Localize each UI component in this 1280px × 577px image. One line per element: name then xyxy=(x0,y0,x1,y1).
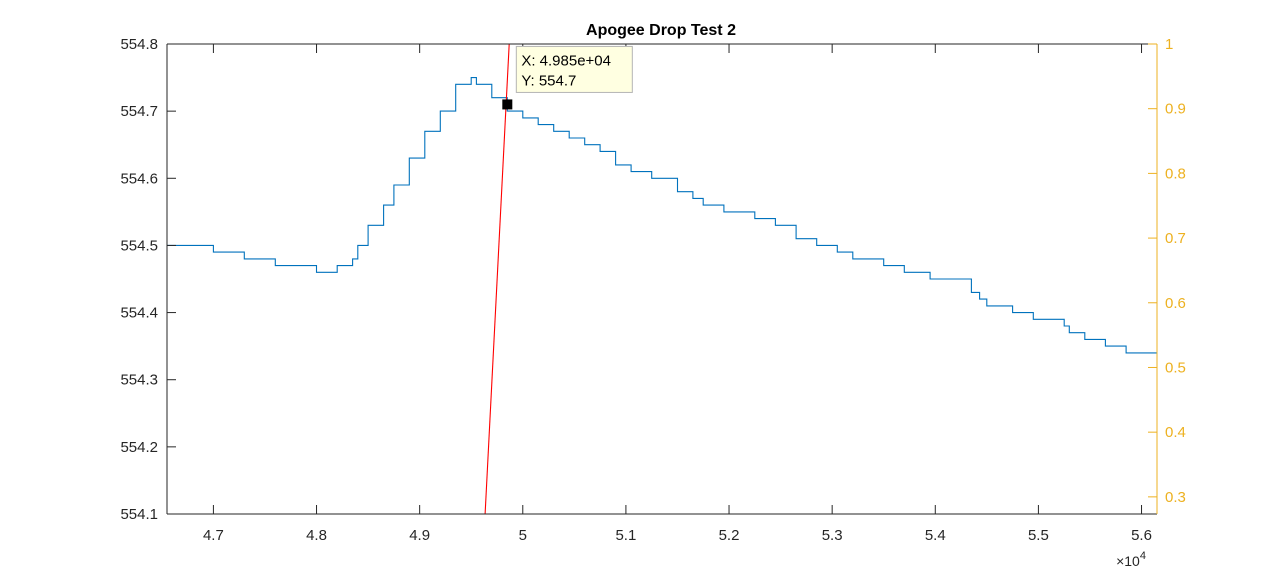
y-left-tick-label: 554.5 xyxy=(120,237,158,254)
datatip-x-label: X: 4.985e+04 xyxy=(521,52,611,69)
y-right-tick-label: 0.9 xyxy=(1165,101,1186,118)
x-exponent-base: ×10 xyxy=(1116,553,1140,569)
y-right-tick-label: 0.4 xyxy=(1165,424,1186,441)
datatip-box xyxy=(515,45,633,93)
y-left-tick-label: 554.1 xyxy=(120,506,158,523)
y-left-tick-label: 554.4 xyxy=(120,305,158,322)
x-tick-label: 4.8 xyxy=(306,527,327,544)
y-left-tick-label: 554.7 xyxy=(120,103,158,120)
x-exponent-power: 4 xyxy=(1140,550,1146,562)
x-tick-label: 4.9 xyxy=(409,527,430,544)
y-left-tick-label: 554.8 xyxy=(120,36,158,53)
x-tick-label: 5.2 xyxy=(719,527,740,544)
y-right-tick-label: 0.5 xyxy=(1165,359,1186,376)
y-left-tick-label: 554.6 xyxy=(120,170,158,187)
axes-layer xyxy=(166,43,1158,515)
datatip-marker[interactable] xyxy=(502,99,513,110)
y-right-tick-label: 0.6 xyxy=(1165,295,1186,312)
y-right-tick-label: 0.8 xyxy=(1165,165,1186,182)
y-left-tick-label: 554.3 xyxy=(120,372,158,389)
series-layer xyxy=(167,44,1157,514)
x-tick-label: 5 xyxy=(519,527,527,544)
datatip-y-label: Y: 554.7 xyxy=(521,72,576,89)
x-tick-label: 5.5 xyxy=(1028,527,1049,544)
ticks-layer: 4.7 4.8 4.9 5 5.1 5.2 5.3 5.4 5.5 5.6 554.1 554.2 55… xyxy=(120,36,1185,544)
y-left-tick-label: 554.2 xyxy=(120,439,158,456)
x-tick-label: 5.1 xyxy=(615,527,636,544)
svg-text:×104: ×104 xyxy=(1116,550,1146,569)
x-axis-exponent-label: ×104 xyxy=(1116,550,1146,569)
y-right-tick-label: 0.7 xyxy=(1165,230,1186,247)
x-tick-label: 5.6 xyxy=(1131,527,1152,544)
y-right-tick-label: 1 xyxy=(1165,36,1173,53)
datatip-layer: X: 4.985e+04 Y: 554.7 xyxy=(502,45,633,110)
x-tick-label: 5.3 xyxy=(822,527,843,544)
x-tick-label: 5.4 xyxy=(925,527,946,544)
series-line-right-1[interactable] xyxy=(484,44,510,514)
plot-area[interactable] xyxy=(167,44,1157,514)
chart-title: Apogee Drop Test 2 xyxy=(586,22,736,39)
series-line-left-0[interactable] xyxy=(167,77,1157,354)
y-right-tick-label: 0.3 xyxy=(1165,489,1186,506)
x-tick-label: 4.7 xyxy=(203,527,224,544)
plot-background[interactable] xyxy=(167,44,1157,514)
